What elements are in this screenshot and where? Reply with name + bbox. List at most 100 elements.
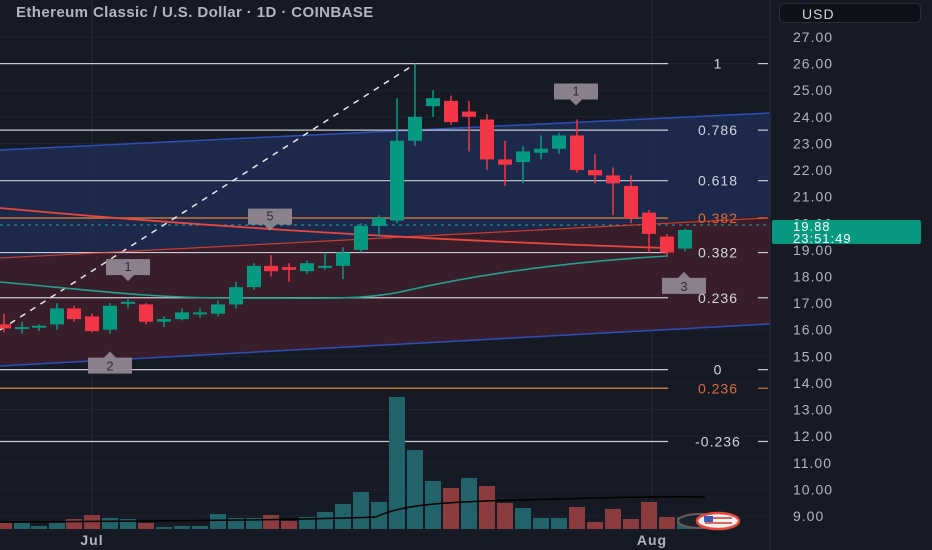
- fib-label: 0: [714, 362, 723, 378]
- candle-body: [498, 159, 512, 165]
- time-axis[interactable]: Jul Aug: [80, 532, 667, 548]
- time-tick-label: Jul: [80, 532, 103, 548]
- volume-bar: [641, 502, 657, 529]
- fib-label: -0.236: [695, 433, 741, 449]
- candle-body: [660, 236, 674, 253]
- volume-bar: [174, 526, 190, 529]
- candle-body: [15, 327, 29, 330]
- candle-body: [121, 301, 135, 304]
- marker-label: 1: [124, 259, 131, 274]
- volume-bar: [120, 519, 136, 529]
- candle-body: [193, 312, 207, 315]
- candle-body: [175, 312, 189, 320]
- volume-bar: [66, 519, 82, 529]
- candlesticks: [0, 63, 692, 334]
- candle-body: [139, 304, 153, 322]
- price-tick-label: 26.00: [793, 56, 833, 72]
- time-tick-label: Aug: [637, 532, 667, 548]
- candle-body: [318, 265, 332, 268]
- candle-body: [211, 304, 225, 314]
- count-marker: 2: [88, 351, 132, 374]
- flag-icon[interactable]: [677, 511, 741, 531]
- count-marker: 3: [662, 271, 706, 294]
- candle-body: [336, 252, 350, 266]
- volume-bar: [461, 478, 477, 529]
- price-axis[interactable]: [770, 0, 932, 550]
- candle-body: [354, 225, 368, 250]
- bar-countdown: 23:51:49: [793, 231, 852, 246]
- fib-label: 0.382: [698, 245, 738, 261]
- candle-body: [624, 186, 638, 218]
- volume-bar: [49, 523, 65, 529]
- fib-label: 0.382: [698, 210, 738, 226]
- marker-label: 2: [106, 359, 113, 374]
- volume-bar: [569, 507, 585, 529]
- price-tick-label: 22.00: [793, 162, 833, 178]
- candle-body: [103, 305, 117, 330]
- volume-bar: [533, 518, 549, 529]
- volume-bar: [659, 517, 675, 529]
- marker-badge: [248, 208, 292, 231]
- volume-bar: [425, 481, 441, 529]
- candle-body: [85, 316, 99, 332]
- price-tick-label: 27.00: [793, 29, 833, 45]
- candle-body: [229, 287, 243, 305]
- count-marker: 1: [554, 83, 598, 106]
- price-tick-label: 10.00: [793, 481, 833, 497]
- candle-body: [264, 265, 278, 272]
- candle-body: [426, 98, 440, 107]
- current-price-value: 19.88: [793, 219, 831, 234]
- candle-body: [408, 116, 422, 141]
- volume-bar: [353, 492, 369, 529]
- currency-selector[interactable]: USD: [779, 3, 921, 23]
- price-tick-label: 13.00: [793, 402, 833, 418]
- volume-bar: [156, 527, 172, 529]
- price-tick-label: 16.00: [793, 322, 833, 338]
- volume-bar: [246, 518, 262, 529]
- price-tick-label: 14.00: [793, 375, 833, 391]
- marker-badge: [662, 271, 706, 294]
- candle-body: [642, 212, 656, 234]
- candle-body: [247, 265, 261, 288]
- candle-body: [552, 135, 566, 149]
- fib-label: 1: [714, 56, 723, 72]
- marker-label: 3: [680, 279, 687, 294]
- volume-bar: [138, 523, 154, 529]
- volume-bar: [551, 518, 567, 529]
- candle-body: [516, 151, 530, 163]
- volume-bar: [317, 512, 333, 529]
- candle-body: [372, 217, 386, 226]
- volume-bar: [14, 523, 30, 529]
- candle-body: [678, 229, 692, 249]
- count-marker: 1: [106, 259, 150, 282]
- volume-bar: [407, 450, 423, 529]
- candle-body: [570, 135, 584, 171]
- volume-bar: [587, 522, 603, 529]
- volume-bar: [228, 518, 244, 529]
- fib-label: 0.236: [698, 290, 738, 306]
- volume-bar: [497, 503, 513, 529]
- fib-trend-line: [0, 63, 416, 331]
- candle-body: [0, 324, 11, 329]
- volume-bar: [0, 523, 12, 529]
- chart-title: Ethereum Classic / U.S. Dollar · 1D · CO…: [16, 4, 374, 21]
- candle-body: [157, 319, 171, 322]
- volume-bar: [299, 517, 315, 529]
- volume-bar: [515, 508, 531, 529]
- price-tick-label: 11.00: [793, 455, 832, 471]
- channel-lower-fill: [0, 216, 770, 366]
- volume-bar: [263, 515, 279, 529]
- candle-body: [50, 308, 64, 325]
- price-tick-label: 25.00: [793, 82, 833, 98]
- count-markers: 1 2 5 1 3: [88, 83, 706, 374]
- volume-bar: [443, 488, 459, 529]
- price-tick-label: 21.00: [793, 189, 833, 205]
- fib-label: 0.236: [698, 380, 738, 396]
- volume-bar: [605, 509, 621, 529]
- candle-body: [444, 100, 458, 123]
- volume-bar: [102, 518, 118, 529]
- price-tick-label: 12.00: [793, 428, 833, 444]
- candle-body: [300, 263, 314, 272]
